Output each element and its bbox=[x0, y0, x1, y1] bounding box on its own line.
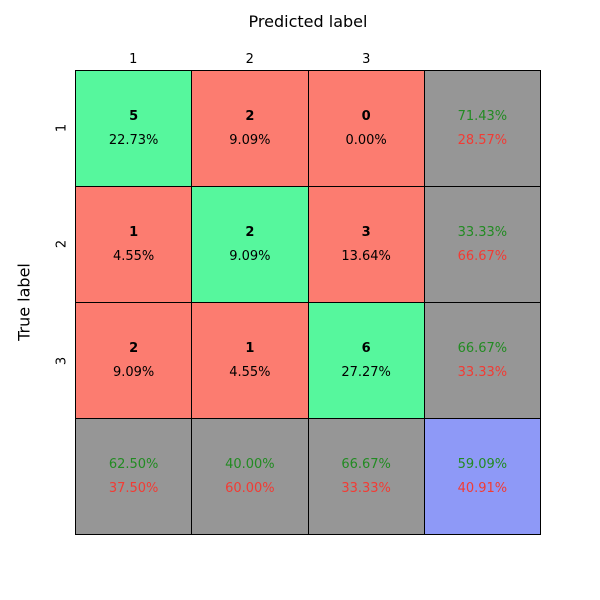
summary-incorrect-pct: 37.50% bbox=[108, 480, 159, 496]
cell-count: 2 bbox=[245, 108, 255, 124]
summary-correct-pct: 66.67% bbox=[457, 340, 508, 356]
cell-count: 5 bbox=[129, 108, 139, 124]
overall-accuracy-pct: 59.09% bbox=[457, 456, 508, 472]
cell-percent: 27.27% bbox=[341, 364, 391, 380]
matrix-cell-r1c3: 0 0.00% bbox=[308, 71, 425, 187]
row-summary-r2: 33.33% 66.67% bbox=[424, 187, 541, 303]
cell-percent: 4.55% bbox=[229, 364, 271, 380]
summary-correct-pct: 62.50% bbox=[108, 456, 159, 472]
col-summary-c2: 40.00% 60.00% bbox=[192, 419, 309, 535]
cell-count: 1 bbox=[245, 340, 255, 356]
cell-percent: 13.64% bbox=[341, 248, 391, 264]
summary-correct-pct: 66.67% bbox=[341, 456, 391, 472]
x-tick-label-2: 2 bbox=[245, 52, 254, 67]
chart-title: Predicted label bbox=[248, 12, 368, 31]
cell-count: 2 bbox=[245, 224, 255, 240]
summary-incorrect-pct: 33.33% bbox=[341, 480, 391, 496]
y-tick-label-3: 3 bbox=[54, 356, 70, 366]
x-tick-label-3: 3 bbox=[362, 52, 371, 67]
matrix-cell-r3c2: 1 4.55% bbox=[192, 303, 309, 419]
matrix-cell-r2c1: 1 4.55% bbox=[76, 187, 193, 303]
matrix-cell-r2c2: 2 9.09% bbox=[192, 187, 309, 303]
col-summary-c1: 62.50% 37.50% bbox=[76, 419, 193, 535]
summary-correct-pct: 33.33% bbox=[457, 224, 508, 240]
overall-accuracy-cell: 59.09% 40.91% bbox=[424, 419, 541, 535]
summary-incorrect-pct: 33.33% bbox=[457, 364, 508, 380]
summary-correct-pct: 40.00% bbox=[225, 456, 275, 472]
matrix-cell-r3c1: 2 9.09% bbox=[76, 303, 193, 419]
y-tick-label-1: 1 bbox=[54, 123, 70, 133]
cell-count: 2 bbox=[129, 340, 139, 356]
row-summary-r3: 66.67% 33.33% bbox=[424, 303, 541, 419]
matrix-cell-r3c3: 6 27.27% bbox=[308, 303, 425, 419]
cell-percent: 4.55% bbox=[112, 248, 155, 264]
cell-percent: 9.09% bbox=[112, 364, 155, 380]
x-tick-label-1: 1 bbox=[129, 52, 138, 67]
y-axis-label: True label bbox=[14, 263, 34, 341]
cell-percent: 22.73% bbox=[108, 132, 159, 148]
cell-percent: 9.09% bbox=[229, 132, 271, 148]
cell-count: 6 bbox=[361, 340, 371, 356]
matrix-cell-r2c3: 3 13.64% bbox=[308, 187, 425, 303]
confusion-matrix-grid: 5 22.73% 2 9.09% 0 0.00% 71.43% 28.57% 1… bbox=[75, 70, 541, 535]
matrix-cell-r1c1: 5 22.73% bbox=[76, 71, 193, 187]
x-axis-tick-labels: 1 2 3 bbox=[75, 52, 541, 68]
y-tick-label-2: 2 bbox=[54, 239, 70, 249]
summary-incorrect-pct: 60.00% bbox=[225, 480, 275, 496]
cell-count: 1 bbox=[129, 224, 139, 240]
overall-error-pct: 40.91% bbox=[457, 480, 508, 496]
summary-incorrect-pct: 28.57% bbox=[457, 132, 508, 148]
row-summary-r1: 71.43% 28.57% bbox=[424, 71, 541, 187]
matrix-cell-r1c2: 2 9.09% bbox=[192, 71, 309, 187]
cell-percent: 9.09% bbox=[229, 248, 271, 264]
cell-percent: 0.00% bbox=[345, 132, 387, 148]
col-summary-c3: 66.67% 33.33% bbox=[308, 419, 425, 535]
cell-count: 3 bbox=[361, 224, 371, 240]
summary-correct-pct: 71.43% bbox=[457, 108, 508, 124]
cell-count: 0 bbox=[361, 108, 371, 124]
summary-incorrect-pct: 66.67% bbox=[457, 248, 508, 264]
